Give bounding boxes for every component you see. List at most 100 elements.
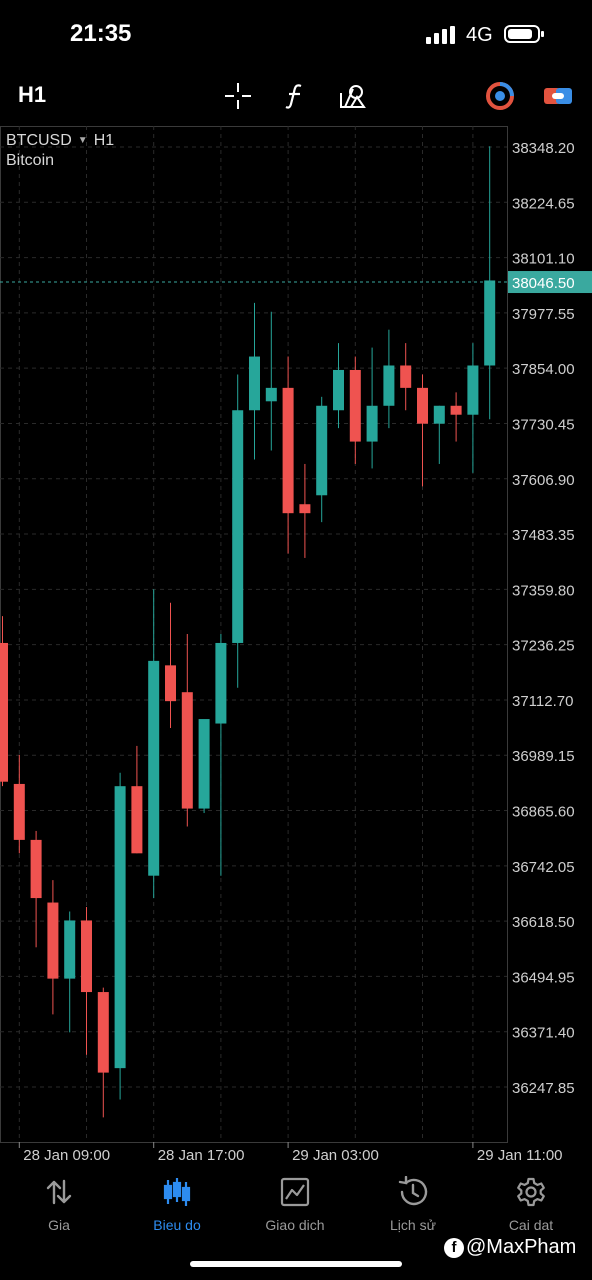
- price-tick-label: 36865.60: [512, 804, 575, 821]
- nav-quotes[interactable]: Gia: [0, 1170, 118, 1236]
- candle-body: [383, 365, 395, 406]
- candle-body: [400, 365, 412, 388]
- symbol-timeframe: H1: [93, 132, 115, 149]
- status-time: 21:35: [70, 20, 132, 47]
- candle-bullish: [64, 911, 76, 1033]
- plot-border: [0, 126, 508, 1143]
- candle-body: [131, 786, 143, 854]
- candle-body: [64, 920, 76, 979]
- price-tick-label: 36989.15: [512, 748, 575, 765]
- candle-bearish: [282, 356, 294, 554]
- candles: [0, 146, 496, 1118]
- candle-bearish: [165, 602, 176, 729]
- link-icon[interactable]: [540, 78, 576, 114]
- candle-bearish: [13, 754, 25, 854]
- price-tick-label: 38101.10: [512, 251, 575, 268]
- price-tick-label: 37112.70: [512, 693, 573, 710]
- nav-chart[interactable]: Bieu do: [118, 1170, 236, 1236]
- nav-label: Giao dich: [265, 1217, 325, 1233]
- candle-body: [215, 642, 227, 724]
- candle-body: [433, 405, 445, 424]
- price-tick-label: 36742.05: [512, 859, 575, 876]
- battery-icon: [504, 25, 544, 43]
- timeframe-button[interactable]: H1: [18, 82, 47, 107]
- candlestick-chart[interactable]: 38348.20 38224.65 38101.10 37977.55 37854.00…: [0, 0, 592, 1170]
- candle-bullish: [215, 634, 227, 876]
- candle-bearish: [97, 987, 109, 1118]
- candle-bearish: [81, 907, 92, 1055]
- bottom-nav: Gia Bieu do Giao dich Lịch sử Cai dat: [0, 1170, 592, 1240]
- candle-bullish: [148, 589, 160, 899]
- nav-label: Bieu do: [153, 1217, 201, 1233]
- candle-body: [249, 356, 260, 411]
- candle-bullish: [383, 329, 395, 429]
- settings-icon: [517, 1177, 545, 1207]
- candle-bullish: [198, 719, 210, 814]
- candle-body: [114, 786, 126, 1069]
- candle-body: [366, 405, 378, 442]
- candle-body: [467, 365, 479, 415]
- chart-grid: [0, 126, 508, 1143]
- nav-label: Lịch sử: [390, 1217, 436, 1233]
- candle-body: [265, 387, 277, 402]
- candle-bullish: [249, 302, 260, 460]
- candle-bullish: [366, 347, 378, 469]
- price-tick-label: 38348.20: [512, 140, 575, 157]
- nav-history[interactable]: Lịch sử: [354, 1170, 472, 1236]
- function-icon[interactable]: [277, 78, 313, 114]
- objects-icon[interactable]: [334, 78, 370, 114]
- trade-toggle-icon[interactable]: [482, 78, 518, 114]
- price-tick-label: 37359.80: [512, 582, 575, 599]
- crosshair-icon[interactable]: [220, 78, 256, 114]
- candle-body: [181, 692, 193, 809]
- candle-bullish: [333, 343, 344, 429]
- watermark: f @MaxPham: [444, 1236, 576, 1259]
- current-price-label: 38046.50: [512, 275, 575, 292]
- nav-trade[interactable]: Giao dich: [236, 1170, 354, 1236]
- nav-label: Gia: [48, 1217, 70, 1233]
- facebook-icon: f: [444, 1237, 464, 1258]
- home-indicator: [190, 1261, 402, 1267]
- quotes-icon: [46, 1179, 72, 1205]
- candle-bearish: [30, 830, 42, 948]
- price-tick-label: 37236.25: [512, 638, 575, 655]
- candle-bearish: [47, 880, 59, 1015]
- candle-bearish: [417, 374, 428, 487]
- candle-body: [417, 387, 428, 424]
- time-tick-label: 28 Jan 17:00: [158, 1147, 245, 1164]
- watermark-text: @MaxPham: [466, 1236, 577, 1258]
- candle-bullish: [265, 311, 277, 451]
- chart-toolbar: H1: [0, 70, 592, 122]
- price-tick-label: 37977.55: [512, 306, 575, 323]
- nav-settings[interactable]: Cai dat: [472, 1170, 590, 1236]
- dropdown-caret-icon: ▼: [77, 135, 88, 146]
- candle-body: [30, 839, 42, 899]
- candle-bearish: [0, 616, 8, 787]
- price-tick-label: 37854.00: [512, 361, 575, 378]
- candle-bearish: [349, 356, 361, 464]
- price-tick-label: 37606.90: [512, 472, 575, 489]
- symbol-label[interactable]: BTCUSD ▼ H1: [6, 132, 114, 150]
- price-tick-label: 36494.95: [512, 969, 575, 986]
- trade-icon: [280, 1177, 310, 1207]
- candle-body: [198, 719, 210, 809]
- symbol-description: Bitcoin: [6, 152, 55, 169]
- candle-bullish: [484, 146, 496, 420]
- price-tick-label: 36618.50: [512, 914, 575, 931]
- candle-bullish: [114, 772, 126, 1100]
- candle-bullish: [316, 396, 328, 523]
- nav-label: Cai dat: [508, 1217, 554, 1233]
- time-tick-label: 28 Jan 09:00: [23, 1147, 110, 1164]
- candle-body: [0, 642, 8, 782]
- history-icon: [398, 1175, 428, 1206]
- status-bar: 21:35 4G: [0, 0, 592, 70]
- price-tick-label: 37730.45: [512, 416, 575, 433]
- candle-body: [97, 992, 109, 1073]
- price-tick-label: 36371.40: [512, 1025, 575, 1042]
- candle-bearish: [181, 634, 193, 827]
- candle-body: [47, 902, 59, 979]
- chart-axes: 38348.20 38224.65 38101.10 37977.55 37854.00…: [0, 140, 592, 1164]
- candle-bearish: [450, 392, 462, 442]
- candle-body: [13, 783, 25, 840]
- candle-body: [299, 504, 311, 514]
